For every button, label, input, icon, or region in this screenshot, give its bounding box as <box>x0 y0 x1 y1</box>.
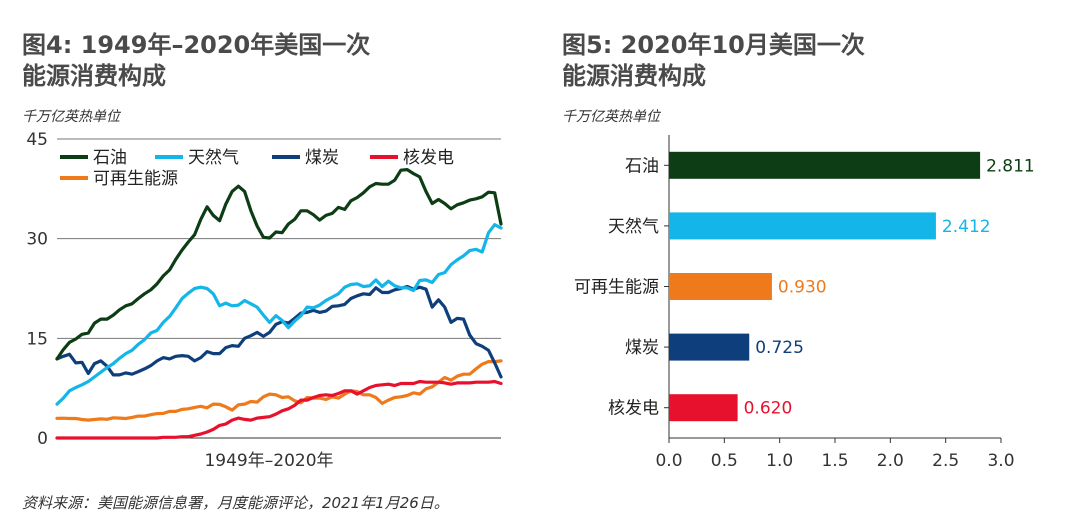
x-tick-label: 3.0 <box>987 451 1014 471</box>
series-line-3 <box>55 284 503 379</box>
fig5-title-line1: 图5: 2020年10月美国一次 <box>562 31 865 59</box>
bar-3 <box>669 273 772 300</box>
category-label: 可再生能源 <box>574 278 659 298</box>
x-tick-label: 2.5 <box>932 451 959 471</box>
series-line-5 <box>55 359 503 422</box>
bar-1 <box>669 151 981 179</box>
bar-5 <box>669 394 738 422</box>
y-tick-label: 0 <box>37 429 48 449</box>
x-tick-label: 0.5 <box>711 451 738 471</box>
fig4-unit-label: 千万亿英热单位 <box>22 109 120 125</box>
fig4-title-line1: 图4: 1949年–2020年美国一次 <box>22 31 371 59</box>
x-tick-label: 0.0 <box>655 451 682 471</box>
series-line-4 <box>55 379 503 440</box>
bar-value-label: 0.725 <box>755 338 804 358</box>
fig4-title: 图4: 1949年–2020年美国一次 能源消费构成 <box>22 30 370 92</box>
fig5-unit-label: 千万亿英热单位 <box>562 109 660 125</box>
category-label: 煤炭 <box>625 338 659 358</box>
series-line-2 <box>55 223 503 406</box>
fig5-title: 图5: 2020年10月美国一次 能源消费构成 <box>562 30 865 92</box>
y-tick-label: 15 <box>26 329 48 349</box>
bar-chart: 0.0 0.5 1.0 1.5 2.0 2.5 3.0 石油 2.811 天然气 2.412 可再生能… <box>574 135 1035 471</box>
y-tick-label: 30 <box>26 230 48 250</box>
bar-2 <box>669 212 936 240</box>
category-label: 天然气 <box>608 217 659 237</box>
bar-4 <box>669 333 750 361</box>
y-tick-label: 45 <box>26 130 48 150</box>
source-note: 资料来源：美国能源信息署，月度能源评论，2021年1月26日。 <box>22 494 449 512</box>
fig4-title-line2: 能源消费构成 <box>22 62 166 90</box>
legend-label-2: 天然气 <box>188 148 239 168</box>
x-tick-label: 2.0 <box>877 451 904 471</box>
series-line-1 <box>55 168 503 361</box>
bar-value-label: 0.930 <box>778 278 827 298</box>
bar-value-label: 2.412 <box>942 217 991 237</box>
bar-value-label: 2.811 <box>986 156 1035 176</box>
bar-value-label: 0.620 <box>744 399 793 419</box>
x-tick-label: 1.5 <box>821 451 848 471</box>
legend-label-3: 煤炭 <box>305 148 339 168</box>
category-label: 核发电 <box>608 399 659 419</box>
x-tick-label: 1.0 <box>766 451 793 471</box>
legend-label-4: 核发电 <box>403 148 454 168</box>
x-axis-label: 1949年–2020年 <box>204 451 333 471</box>
fig5-title-line2: 能源消费构成 <box>562 62 706 90</box>
legend-label-5: 可再生能源 <box>93 169 178 189</box>
legend-label-1: 石油 <box>93 148 127 168</box>
category-label: 石油 <box>625 156 659 176</box>
